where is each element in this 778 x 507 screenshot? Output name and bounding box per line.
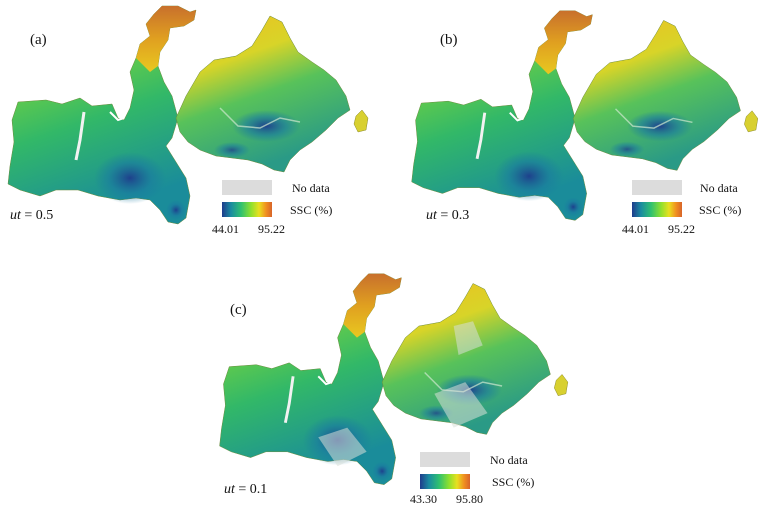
map-panel-c: (c) ut = 0.1 No data SSC (%) 43.30 95.80 [200,268,600,506]
map-panel-b: (b) ut = 0.3 No data SSC (%) 44.01 95.22 [404,0,778,260]
color-ramp [420,474,470,489]
ssc-label: SSC (%) [290,203,333,217]
ut-label: ut = 0.3 [426,208,470,223]
ramp-max: 95.22 [668,222,695,236]
nodata-swatch [222,180,272,195]
panel-label: (a) [30,32,47,48]
ramp-min: 44.01 [622,222,649,236]
panel-label: (c) [230,302,247,318]
ssc-label: SSC (%) [492,475,535,489]
ramp-max: 95.22 [258,222,285,236]
ramp-min: 43.30 [410,492,437,506]
ut-label: ut = 0.1 [224,482,268,497]
nodata-label: No data [700,181,738,195]
color-ramp [222,202,272,217]
nodata-label: No data [292,181,330,195]
ssc-map-c [218,272,569,487]
nodata-label: No data [490,453,528,467]
ssc-map-a [6,4,369,226]
nodata-swatch [632,180,682,195]
color-ramp [632,202,682,217]
ramp-min: 44.01 [212,222,239,236]
ssc-label: SSC (%) [699,203,742,217]
map-panel-a: (a) ut = 0.5 No data SSC (%) 44.01 95.22 [0,0,389,260]
ramp-max: 95.80 [456,492,483,506]
nodata-swatch [420,452,470,467]
panel-label: (b) [440,32,458,48]
ut-label: ut = 0.5 [10,208,54,223]
